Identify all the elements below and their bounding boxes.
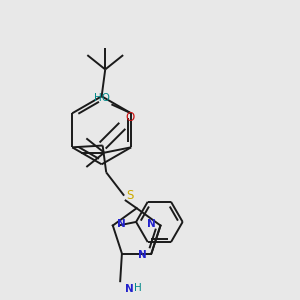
Text: N: N [117, 219, 126, 230]
Text: N: N [147, 219, 156, 230]
Text: HO: HO [94, 93, 109, 103]
Text: O: O [125, 111, 134, 124]
Text: H: H [134, 283, 142, 293]
Text: N: N [138, 250, 147, 260]
Text: N: N [125, 284, 134, 294]
Text: S: S [126, 189, 134, 202]
